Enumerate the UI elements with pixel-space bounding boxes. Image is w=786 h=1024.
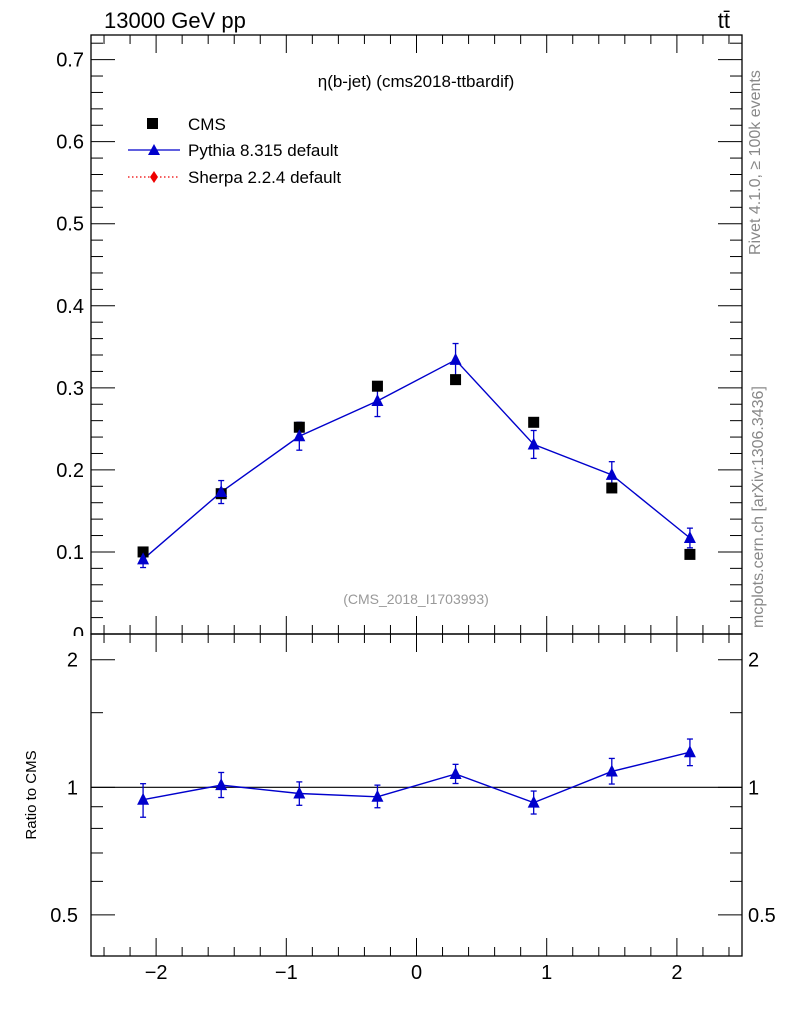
legend-cms-marker — [147, 118, 158, 129]
rivet-version-label: Rivet 4.1.0, ≥ 100k events — [747, 70, 764, 255]
ratio-data-point — [449, 767, 462, 780]
pythia-data-point — [137, 552, 150, 565]
main-y-tick-label: 0.4 — [56, 296, 84, 318]
ratio-plot-frame — [90, 633, 743, 957]
ratio-data-point — [527, 795, 540, 808]
collision-energy-label: 13000 GeV pp — [104, 8, 246, 33]
ratio-data-point — [371, 789, 384, 802]
main-y-tick-label: 0.6 — [56, 132, 84, 154]
x-tick-label: 0 — [411, 962, 422, 984]
pythia-data-point — [293, 429, 306, 442]
main-y-tick-label: 0.1 — [56, 542, 84, 564]
main-y-tick-label: 0.5 — [56, 214, 84, 236]
chart-title: η(b-jet) (cms2018-ttbardif) — [318, 72, 515, 91]
cms-data-point — [528, 416, 540, 428]
ratio-data-point — [683, 745, 696, 758]
ratio-data-point — [137, 792, 150, 805]
legend-pythia-label: Pythia 8.315 default — [188, 141, 339, 160]
legend: CMS Pythia 8.315 default Sherpa 2.2.4 de… — [128, 115, 341, 187]
cms-data-point — [371, 380, 383, 392]
main-y-tick-label: 0 — [73, 624, 84, 646]
ratio-data-point — [605, 764, 618, 777]
pythia-data-point — [215, 485, 228, 498]
pythia-data-point — [371, 393, 384, 406]
cms-data-point — [606, 482, 618, 494]
x-tick-label: −1 — [275, 962, 298, 984]
ratio-y-tick-label-left: 2 — [67, 650, 78, 672]
pythia-data-point — [683, 530, 696, 543]
ratio-y-tick-label-right: 2 — [748, 650, 759, 672]
ratio-y-tick-label-left: 0.5 — [50, 905, 78, 927]
main-y-tick-label: 0.7 — [56, 50, 84, 72]
legend-sherpa-label: Sherpa 2.2.4 default — [188, 168, 341, 187]
pythia-data-point — [527, 437, 540, 450]
main-y-tick-label: 0.3 — [56, 378, 84, 400]
ratio-y-tick-label-right: 0.5 — [748, 905, 776, 927]
process-label: tt̄ — [718, 8, 730, 33]
cms-data-point — [137, 546, 149, 558]
x-tick-label: 2 — [671, 962, 682, 984]
legend-sherpa-marker — [150, 171, 158, 183]
ratio-axis-label: Ratio to CMS — [23, 750, 40, 839]
cms-data-point — [293, 421, 305, 433]
x-tick-label: 1 — [541, 962, 552, 984]
ratio-data-point — [215, 778, 228, 791]
ratio-data-point — [293, 786, 306, 799]
legend-cms-label: CMS — [188, 115, 226, 134]
main-y-tick-label: 0.2 — [56, 460, 84, 482]
ratio-series-line — [142, 751, 691, 804]
x-tick-label: −2 — [145, 962, 168, 984]
ratio-y-tick-label-left: 1 — [67, 777, 78, 799]
pythia-data-point — [449, 352, 462, 365]
pythia-data-point — [605, 467, 618, 480]
cms-data-point — [450, 374, 462, 386]
pythia-series-line — [142, 359, 691, 560]
ratio-y-tick-label-right: 1 — [748, 777, 759, 799]
legend-pythia-marker — [148, 144, 160, 155]
analysis-watermark: (CMS_2018_I1703993) — [343, 591, 489, 607]
source-label: mcplots.cern.ch [arXiv:1306.3436] — [750, 386, 767, 628]
cms-data-point — [684, 548, 696, 560]
